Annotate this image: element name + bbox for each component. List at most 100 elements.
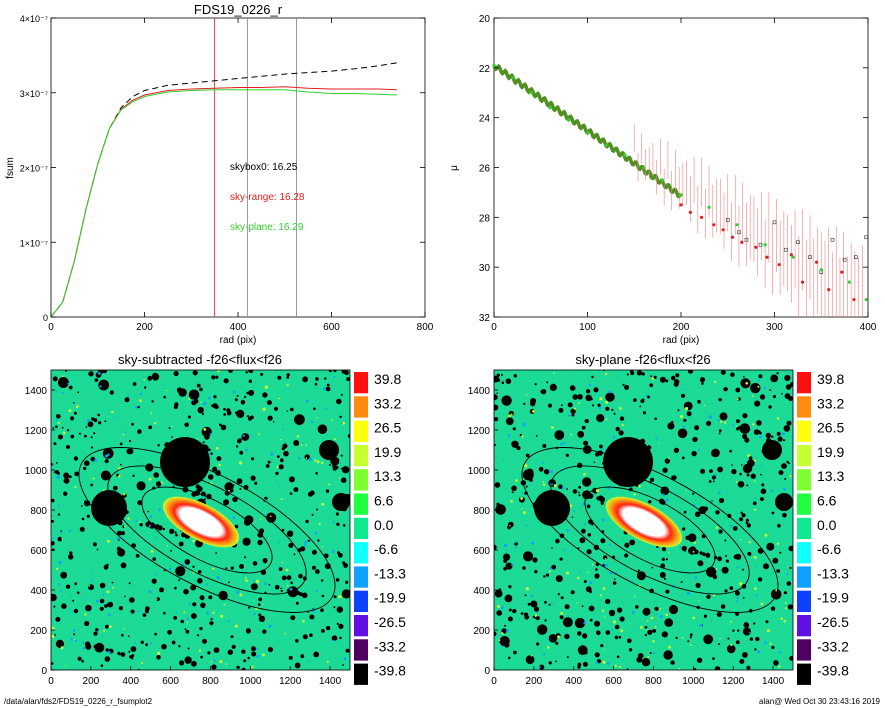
masked-source <box>677 428 688 439</box>
colorbar-swatch <box>354 517 368 540</box>
masked-source <box>749 637 754 641</box>
noise-speck <box>310 420 314 423</box>
masked-source <box>341 589 350 599</box>
fsum-xtick-label: 600 <box>323 322 340 333</box>
masked-source <box>248 606 251 609</box>
noise-speck <box>280 439 282 441</box>
masked-source <box>211 375 216 380</box>
mu-xtick-label: 100 <box>579 322 596 333</box>
noise-speck <box>754 508 757 511</box>
noise-speck <box>542 481 545 483</box>
masked-source <box>605 392 615 402</box>
noise-speck <box>223 603 226 606</box>
masked-source <box>689 636 692 639</box>
noise-speck <box>228 489 230 492</box>
noise-speck <box>511 563 514 566</box>
masked-source <box>336 606 343 613</box>
masked-source <box>512 608 517 614</box>
masked-source <box>120 463 122 466</box>
masked-source <box>577 631 582 636</box>
masked-source <box>273 406 279 411</box>
masked-source <box>209 621 214 626</box>
masked-source <box>739 423 751 434</box>
masked-source <box>251 651 257 657</box>
noise-speck <box>325 407 328 410</box>
noise-speck <box>783 487 786 491</box>
noise-speck <box>764 533 768 537</box>
masked-source <box>534 569 538 574</box>
masked-source <box>241 433 250 441</box>
masked-source <box>688 546 697 555</box>
noise-speck <box>225 663 228 665</box>
image-panel-sky-subtracted: sky-subtracted -f26<flux<f26 00 200 200 400… <box>25 352 351 687</box>
masked-source <box>691 450 697 457</box>
masked-source <box>503 553 511 561</box>
image-xtick-label: 200 <box>83 676 100 687</box>
masked-source <box>742 463 753 474</box>
masked-source <box>192 565 195 568</box>
noise-speck <box>62 375 64 377</box>
image-ytick-label: 0 <box>41 666 47 677</box>
noise-speck <box>620 629 624 633</box>
mu-point-green <box>819 268 823 272</box>
noise-speck <box>602 587 606 590</box>
noise-speck <box>186 617 189 620</box>
masked-source <box>641 372 645 376</box>
colorbar-label: 13.3 <box>817 468 844 484</box>
noise-speck <box>546 639 549 641</box>
masked-source <box>571 413 575 417</box>
masked-source <box>56 414 61 419</box>
mu-point-gray <box>808 255 812 259</box>
masked-source <box>664 458 670 464</box>
mu-point-gray <box>830 237 835 242</box>
masked-source <box>618 430 624 436</box>
noise-speck <box>652 640 655 643</box>
noise-speck <box>52 537 55 540</box>
masked-source <box>181 532 186 538</box>
colorbar-swatch <box>354 639 368 661</box>
noise-speck <box>285 568 289 572</box>
masked-source <box>176 387 183 394</box>
noise-speck <box>280 498 283 501</box>
masked-source <box>636 571 646 581</box>
masked-source <box>118 606 123 611</box>
fsum-ytick-label: 2×10⁻⁷ <box>20 164 48 174</box>
masked-source <box>72 599 75 602</box>
noise-speck <box>747 454 750 457</box>
noise-speck <box>213 659 216 662</box>
noise-speck <box>772 516 774 518</box>
masked-source <box>682 527 686 531</box>
mu-ytick-label: 32 <box>479 313 491 324</box>
masked-source <box>258 615 266 622</box>
mu-ytick-label: 22 <box>479 64 491 75</box>
masked-source <box>200 597 204 601</box>
masked-source <box>508 585 512 589</box>
masked-source <box>298 573 303 579</box>
noise-speck <box>107 651 111 654</box>
masked-source <box>223 378 229 384</box>
masked-source <box>761 483 765 487</box>
masked-source <box>215 552 218 554</box>
noise-speck <box>248 434 251 437</box>
masked-source <box>720 604 726 609</box>
masked-source <box>66 445 70 449</box>
noise-speck <box>633 493 636 496</box>
noise-speck <box>497 605 501 608</box>
masked-source <box>274 584 280 590</box>
masked-source <box>548 603 551 606</box>
masked-source <box>241 649 246 654</box>
masked-source <box>57 536 63 542</box>
masked-source <box>745 518 750 522</box>
noise-speck <box>256 647 258 650</box>
noise-speck <box>631 610 636 614</box>
masked-source <box>315 377 319 381</box>
noise-speck <box>730 643 733 647</box>
masked-source <box>241 667 246 670</box>
masked-source <box>777 523 781 528</box>
masked-source <box>651 479 654 482</box>
masked-source <box>687 370 694 374</box>
masked-source <box>137 405 140 409</box>
masked-source <box>79 526 85 532</box>
noise-speck <box>338 477 341 479</box>
masked-source <box>63 472 70 479</box>
